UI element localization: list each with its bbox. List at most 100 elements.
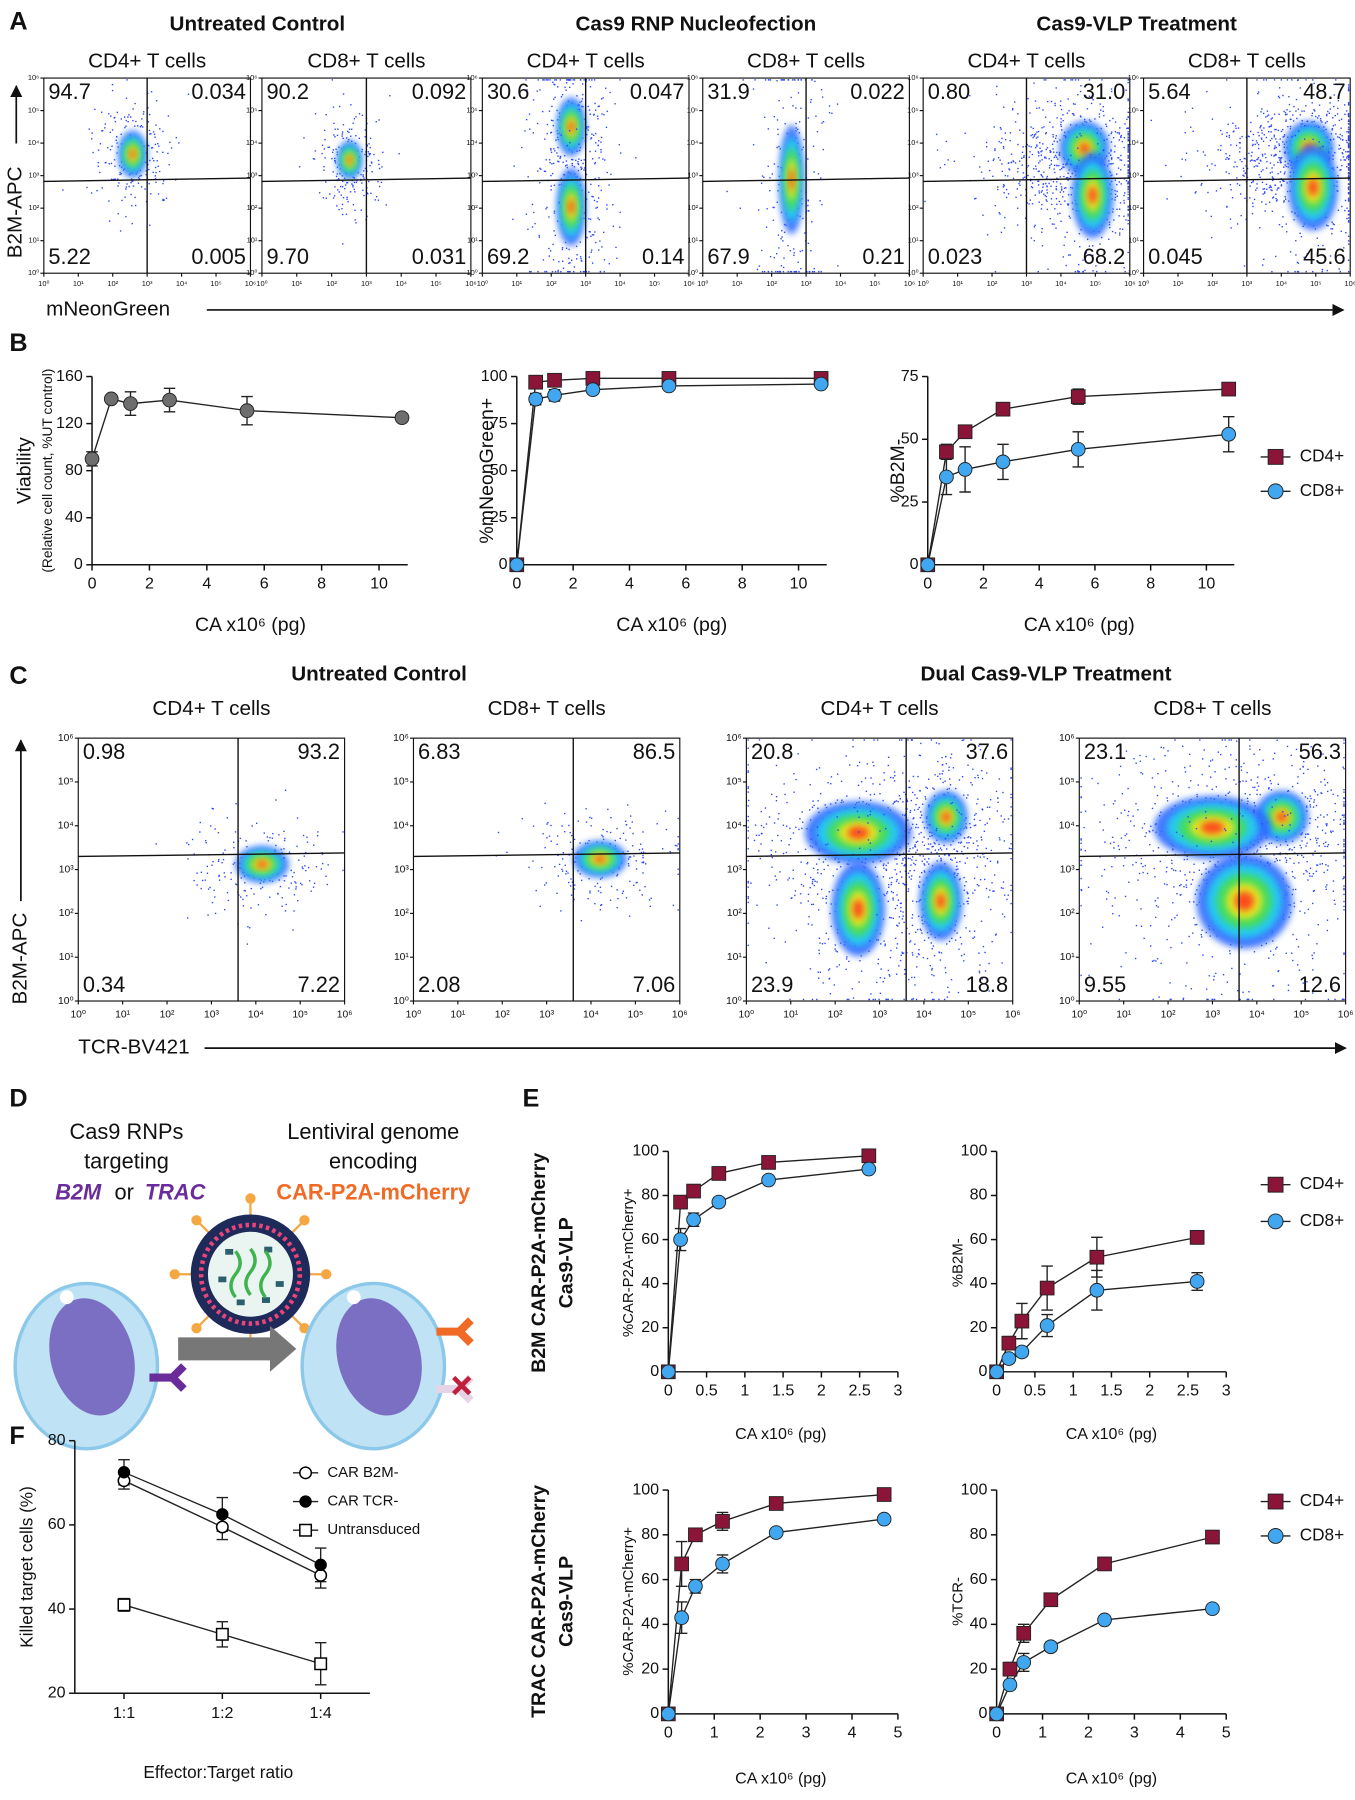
cell-dot xyxy=(1153,999,1154,1000)
y-tick-label: 10⁴ xyxy=(687,138,699,147)
cell-dot xyxy=(820,793,821,794)
cell-dot xyxy=(965,881,966,882)
cell-dot xyxy=(662,848,663,849)
cell-dot xyxy=(576,150,577,151)
cell-dot xyxy=(143,113,144,114)
cell-dot xyxy=(946,848,947,849)
cell-dot xyxy=(513,165,514,166)
cell-dot xyxy=(262,887,263,888)
cell-dot xyxy=(284,840,285,841)
cell-dot xyxy=(293,910,294,911)
cell-dot xyxy=(168,115,169,116)
cell-dot xyxy=(600,887,601,888)
cell-dot xyxy=(163,180,164,181)
x-tick-label: 10² xyxy=(546,279,557,288)
cell-dot xyxy=(588,840,589,841)
cell-dot xyxy=(1013,178,1014,179)
cell-dot xyxy=(829,968,830,969)
cell-dot xyxy=(597,145,598,146)
cell-dot xyxy=(1267,121,1268,122)
cell-dot xyxy=(100,143,101,144)
cell-dot xyxy=(127,121,128,122)
cell-dot xyxy=(1279,145,1280,146)
cell-dot xyxy=(1001,887,1002,888)
cell-dot xyxy=(892,897,893,898)
cell-dot xyxy=(1312,271,1313,272)
cell-dot xyxy=(1030,135,1031,136)
cell-dot xyxy=(619,226,620,227)
cell-dot xyxy=(1009,848,1010,849)
cell-dot xyxy=(912,952,913,953)
cell-dot xyxy=(868,999,869,1000)
cell-dot xyxy=(810,250,811,251)
cell-dot xyxy=(279,879,280,880)
cell-dot xyxy=(178,142,179,143)
cell-dot xyxy=(807,158,808,159)
cell-dot xyxy=(128,186,129,187)
cell-dot xyxy=(134,197,135,198)
cell-dot xyxy=(991,850,992,851)
cell-dot xyxy=(251,888,252,889)
cell-dot xyxy=(974,819,975,820)
cell-dot xyxy=(149,225,150,226)
cell-dot xyxy=(304,865,305,866)
cell-dot xyxy=(819,767,820,768)
x-tick-label: 10³ xyxy=(539,1010,554,1021)
cell-dot xyxy=(1004,818,1005,819)
cell-dot xyxy=(997,186,998,187)
cell-dot xyxy=(227,817,228,818)
cell-dot xyxy=(776,253,777,254)
cell-dot xyxy=(979,964,980,965)
cell-dot xyxy=(960,937,961,938)
cell-dot xyxy=(620,152,621,153)
cell-dot xyxy=(547,79,548,80)
cell-dot xyxy=(1119,139,1120,140)
cell-dot xyxy=(904,857,905,858)
cell-dot xyxy=(777,818,778,819)
cell-dot xyxy=(875,999,876,1000)
cell-dot xyxy=(1292,114,1293,115)
cell-dot xyxy=(269,897,270,898)
cell-dot xyxy=(802,218,803,219)
density-blob xyxy=(848,826,869,839)
cell-dot xyxy=(613,226,614,227)
cell-dot xyxy=(1251,159,1252,160)
cell-dot xyxy=(967,903,968,904)
cell-dot xyxy=(994,150,995,151)
cell-dot xyxy=(1295,254,1296,255)
cell-dot xyxy=(578,158,579,159)
cell-dot xyxy=(933,999,934,1000)
cell-dot xyxy=(988,896,989,897)
cell-dot xyxy=(560,156,561,157)
cell-dot xyxy=(389,95,390,96)
cell-dot xyxy=(1038,155,1039,156)
cell-dot xyxy=(553,259,554,260)
cell-dot xyxy=(999,212,1000,213)
cell-dot xyxy=(1321,121,1322,122)
cell-dot xyxy=(807,205,808,206)
cell-dot xyxy=(858,858,859,859)
cell-dot xyxy=(126,120,127,121)
cell-dot xyxy=(601,98,602,99)
y-tick-label: 10³ xyxy=(394,864,409,875)
cell-dot xyxy=(1291,162,1292,163)
cell-dot xyxy=(581,101,582,102)
cell-dot xyxy=(566,871,567,872)
cell-dot xyxy=(351,129,352,130)
cell-dot xyxy=(1282,141,1283,142)
cell-dot xyxy=(1067,173,1068,174)
cell-dot xyxy=(1035,165,1036,166)
cell-dot xyxy=(1181,159,1182,160)
plot-title: CD4+ T cells xyxy=(527,49,645,72)
cell-dot xyxy=(813,171,814,172)
cell-dot xyxy=(292,929,293,930)
cell-dot xyxy=(512,219,513,220)
cell-dot xyxy=(1057,158,1058,159)
cell-dot xyxy=(324,157,325,158)
cell-dot xyxy=(938,844,939,845)
cell-dot xyxy=(223,852,224,853)
cell-dot xyxy=(352,185,353,186)
cell-dot xyxy=(340,186,341,187)
cell-dot xyxy=(787,245,788,246)
cell-dot xyxy=(149,160,150,161)
